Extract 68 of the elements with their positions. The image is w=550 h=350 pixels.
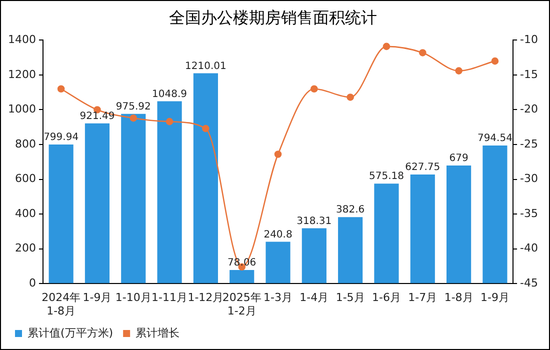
x-tick-label: 1-8月 bbox=[444, 291, 474, 304]
point bbox=[57, 85, 65, 93]
y-tick-label: 1200 bbox=[8, 68, 36, 81]
bar bbox=[374, 184, 399, 284]
y2-tick-label: -40 bbox=[520, 242, 538, 255]
x-tick-label: 1-6月 bbox=[372, 291, 401, 304]
y-tick-label: 0 bbox=[28, 276, 36, 290]
data-label: 679 bbox=[449, 153, 468, 164]
data-label: 240.8 bbox=[264, 229, 292, 240]
bar bbox=[121, 114, 146, 284]
data-label: 799.94 bbox=[44, 132, 79, 144]
bar bbox=[410, 174, 435, 284]
y2-tick-label: -45 bbox=[520, 276, 538, 290]
x-tick-label: 1-3月 bbox=[264, 291, 292, 304]
data-label: 921.49 bbox=[80, 110, 115, 122]
bar bbox=[446, 166, 472, 284]
legend-label: 累计增长 bbox=[136, 326, 180, 340]
bar bbox=[193, 73, 218, 284]
y-tick-label: 600 bbox=[14, 172, 36, 186]
y-tick-label: 1400 bbox=[8, 33, 36, 46]
data-label: 627.75 bbox=[405, 162, 440, 174]
data-label: 794.54 bbox=[477, 133, 512, 144]
x-tick-label: 1-12月 bbox=[188, 291, 224, 304]
bar bbox=[302, 228, 326, 284]
x-tick-label: 1-4月 bbox=[300, 291, 329, 304]
x-tick-label: 1-7月 bbox=[408, 291, 438, 304]
y2-tick-label: -25 bbox=[520, 137, 538, 150]
point bbox=[166, 118, 174, 126]
point bbox=[491, 57, 499, 65]
y-tick-label: 1000 bbox=[8, 102, 36, 116]
y-tick-label: 800 bbox=[14, 137, 36, 150]
chart-title: 全国办公楼期房销售面积统计 bbox=[169, 8, 377, 27]
x-tick-label: 1-10月 bbox=[115, 291, 152, 304]
legend-label: 累计值(万平方米) bbox=[28, 326, 114, 340]
x-tick-label: 1-9月 bbox=[82, 291, 112, 304]
data-label: 1210.01 bbox=[185, 60, 226, 72]
data-label: 1048.9 bbox=[152, 88, 188, 100]
point bbox=[274, 150, 282, 158]
data-label: 382.6 bbox=[336, 204, 365, 216]
y2-tick-label: -15 bbox=[520, 68, 538, 81]
x-tick-label: 1-11月 bbox=[152, 291, 188, 304]
point bbox=[130, 114, 138, 122]
x-tick-label: 1-5月 bbox=[336, 291, 365, 304]
point bbox=[455, 67, 462, 74]
point bbox=[346, 94, 354, 101]
point bbox=[418, 49, 426, 56]
point bbox=[382, 42, 390, 50]
bar bbox=[84, 123, 110, 284]
x-tick-label: 2025年 1-2月 bbox=[222, 291, 262, 318]
y2-tick-label: -30 bbox=[520, 172, 538, 186]
x-tick-label: 1-9月 bbox=[480, 291, 510, 304]
point bbox=[202, 124, 210, 132]
bar bbox=[157, 101, 182, 284]
bar bbox=[48, 144, 74, 284]
point bbox=[310, 85, 318, 93]
y-tick-label: 200 bbox=[14, 242, 36, 255]
data-label: 318.31 bbox=[296, 216, 332, 227]
y2-tick-label: -10 bbox=[520, 33, 538, 46]
data-label: 975.92 bbox=[116, 102, 151, 113]
bar bbox=[338, 217, 363, 284]
y2-tick-label: -35 bbox=[520, 206, 538, 220]
y2-tick-label: -20 bbox=[520, 102, 538, 116]
data-label: 575.18 bbox=[368, 171, 404, 182]
y-tick-label: 400 bbox=[14, 206, 36, 220]
x-tick-label: 2024年 1-8月 bbox=[42, 291, 81, 318]
bar bbox=[230, 270, 254, 284]
bar bbox=[266, 242, 290, 284]
bar bbox=[482, 145, 508, 284]
